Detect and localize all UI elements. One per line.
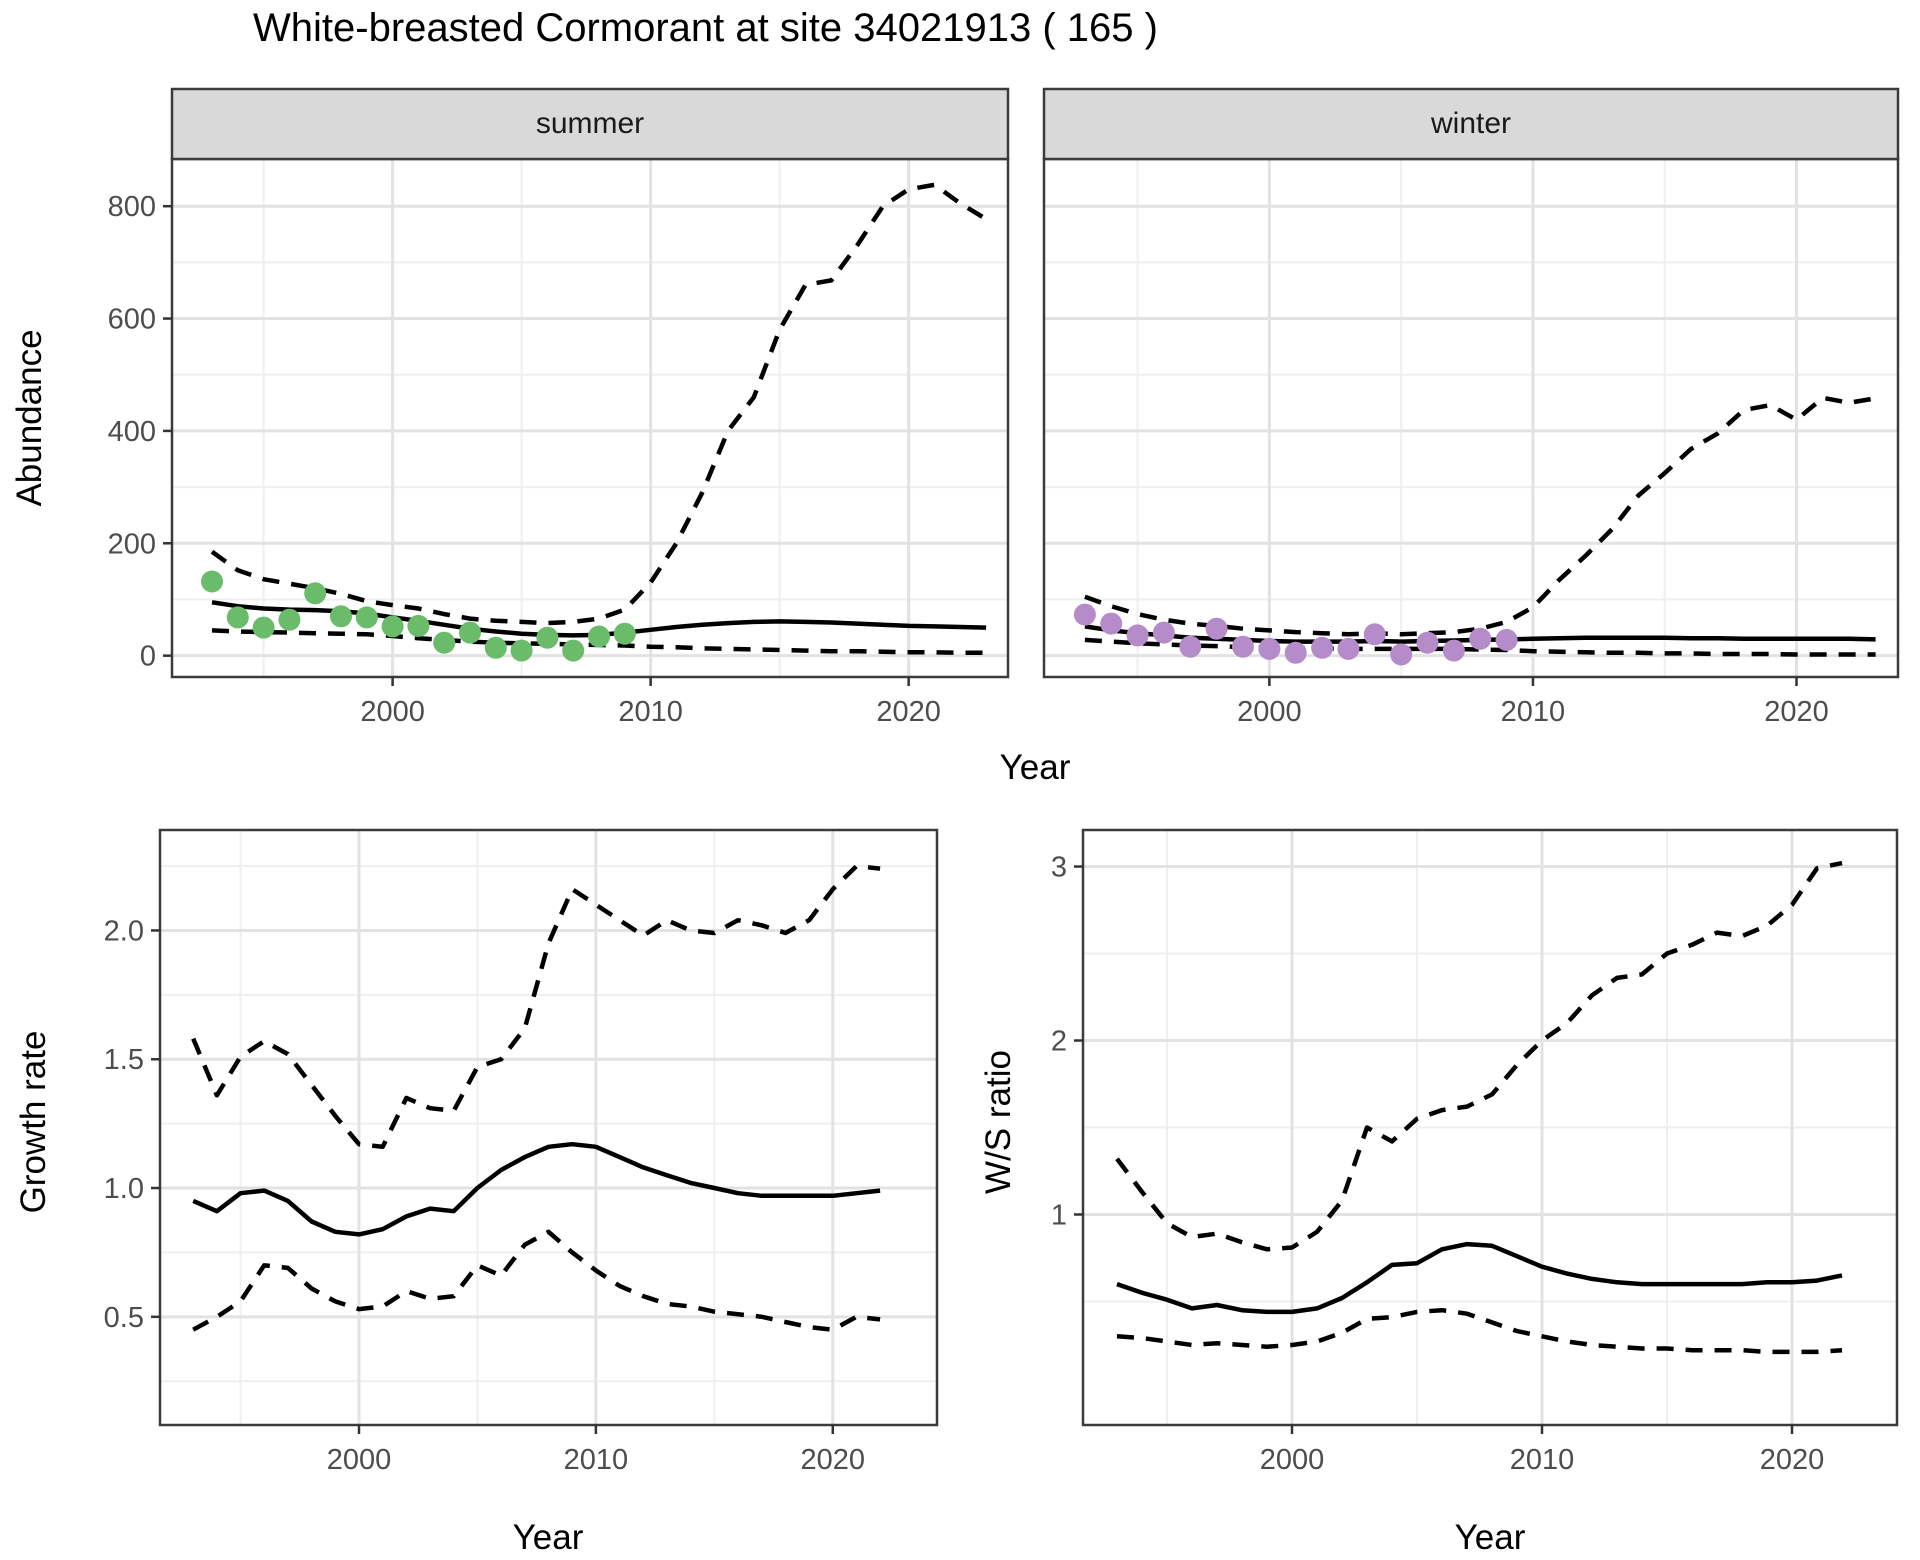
data-point bbox=[278, 608, 301, 631]
y-tick-label: 400 bbox=[108, 416, 156, 448]
panel-abundance-winter: 2000 2010 2020 bbox=[1042, 87, 1900, 728]
panel-ws-ratio: 2000 2010 2020 1 2 3 bbox=[1051, 828, 1899, 1476]
x-tick-label: 2000 bbox=[327, 1444, 392, 1476]
data-point bbox=[433, 631, 456, 654]
data-point bbox=[1232, 635, 1254, 658]
y-tick-label: 1.0 bbox=[104, 1173, 144, 1205]
data-point bbox=[201, 570, 223, 593]
facet-strip-label-winter: winter bbox=[1430, 107, 1512, 140]
series-lower-ci bbox=[1084, 637, 1876, 657]
y-axis-title-abundance: Abundance bbox=[10, 329, 49, 507]
x-axis-title-year-top: Year bbox=[999, 748, 1071, 787]
data-point bbox=[1073, 603, 1096, 626]
data-point bbox=[1258, 637, 1281, 660]
data-point bbox=[613, 622, 636, 645]
panel-abundance-summer: 2000 2010 2020 0 200 400 600 800 bbox=[108, 87, 1010, 728]
panel-growth-rate: 2000 2010 2020 0.5 1.0 1.5 2.0 bbox=[104, 828, 939, 1476]
data-point bbox=[1179, 635, 1202, 658]
figure-title: White-breasted Cormorant at site 3402191… bbox=[253, 6, 1158, 50]
data-point bbox=[1126, 624, 1149, 647]
facet-strip-label-summer: summer bbox=[535, 107, 645, 140]
data-point bbox=[1469, 627, 1492, 650]
panel-border bbox=[1081, 828, 1899, 1427]
y-tick-label: 0 bbox=[140, 641, 156, 673]
y-tick-label: 2 bbox=[1051, 1026, 1067, 1058]
y-tick-label: 200 bbox=[108, 528, 156, 560]
x-tick-label: 2020 bbox=[1764, 696, 1829, 728]
panel-background bbox=[1044, 159, 1898, 677]
y-tick-label: 1 bbox=[1051, 1199, 1067, 1231]
series-median bbox=[192, 1141, 881, 1237]
x-tick-label: 2010 bbox=[618, 696, 683, 728]
series-median bbox=[1116, 1241, 1843, 1315]
data-point bbox=[1205, 617, 1228, 640]
x-tick-label: 2010 bbox=[1510, 1444, 1575, 1476]
data-point bbox=[1442, 639, 1465, 662]
facet-strip bbox=[1042, 87, 1900, 161]
data-point bbox=[355, 606, 378, 629]
data-point bbox=[1337, 637, 1360, 660]
facet-strip bbox=[170, 87, 1010, 161]
x-tick-label: 2020 bbox=[1760, 1444, 1825, 1476]
series-lower-ci bbox=[1116, 1307, 1843, 1355]
x-tick-label: 2020 bbox=[801, 1444, 866, 1476]
data-point bbox=[1311, 636, 1334, 659]
series-upper-ci bbox=[210, 182, 988, 626]
x-tick-label: 2010 bbox=[1501, 696, 1566, 728]
y-tick-label: 800 bbox=[108, 191, 156, 223]
data-point bbox=[1284, 641, 1307, 664]
y-tick-label: 600 bbox=[108, 304, 156, 336]
x-tick-label: 2010 bbox=[564, 1444, 629, 1476]
data-point bbox=[226, 606, 249, 629]
data-point bbox=[562, 639, 585, 662]
data-point bbox=[1495, 628, 1518, 651]
data-point bbox=[330, 605, 352, 628]
series-upper-ci bbox=[1115, 860, 1843, 1252]
data-point bbox=[381, 615, 404, 638]
y-tick-label: 1.5 bbox=[104, 1044, 144, 1076]
data-point bbox=[1390, 643, 1413, 666]
panel-border bbox=[158, 828, 939, 1427]
x-tick-label: 2000 bbox=[1237, 696, 1302, 728]
data-point bbox=[536, 626, 559, 649]
data-point bbox=[407, 614, 430, 637]
x-tick-label: 2020 bbox=[876, 696, 941, 728]
series-lower-ci bbox=[192, 1229, 881, 1332]
y-tick-label: 0.5 bbox=[104, 1302, 144, 1334]
x-axis-title-year-growth: Year bbox=[512, 1518, 584, 1557]
data-point bbox=[304, 582, 327, 605]
x-tick-label: 2000 bbox=[1260, 1444, 1325, 1476]
data-point bbox=[459, 621, 481, 644]
data-point bbox=[588, 625, 610, 648]
panel-background bbox=[160, 830, 937, 1425]
data-point bbox=[484, 636, 507, 659]
y-tick-label: 3 bbox=[1051, 852, 1067, 884]
y-axis-title-growth-rate: Growth rate bbox=[14, 1030, 53, 1214]
y-tick-label: 2.0 bbox=[104, 915, 144, 947]
data-point bbox=[1152, 621, 1175, 644]
data-point bbox=[510, 639, 533, 662]
data-point bbox=[1363, 623, 1386, 646]
x-axis-title-year-ws: Year bbox=[1454, 1518, 1526, 1557]
data-point bbox=[1416, 631, 1439, 654]
x-tick-label: 2000 bbox=[360, 696, 425, 728]
data-point bbox=[252, 616, 275, 639]
data-point bbox=[1100, 612, 1123, 635]
series-upper-ci bbox=[191, 863, 881, 1150]
y-axis-title-ws-ratio: W/S ratio bbox=[979, 1050, 1018, 1194]
